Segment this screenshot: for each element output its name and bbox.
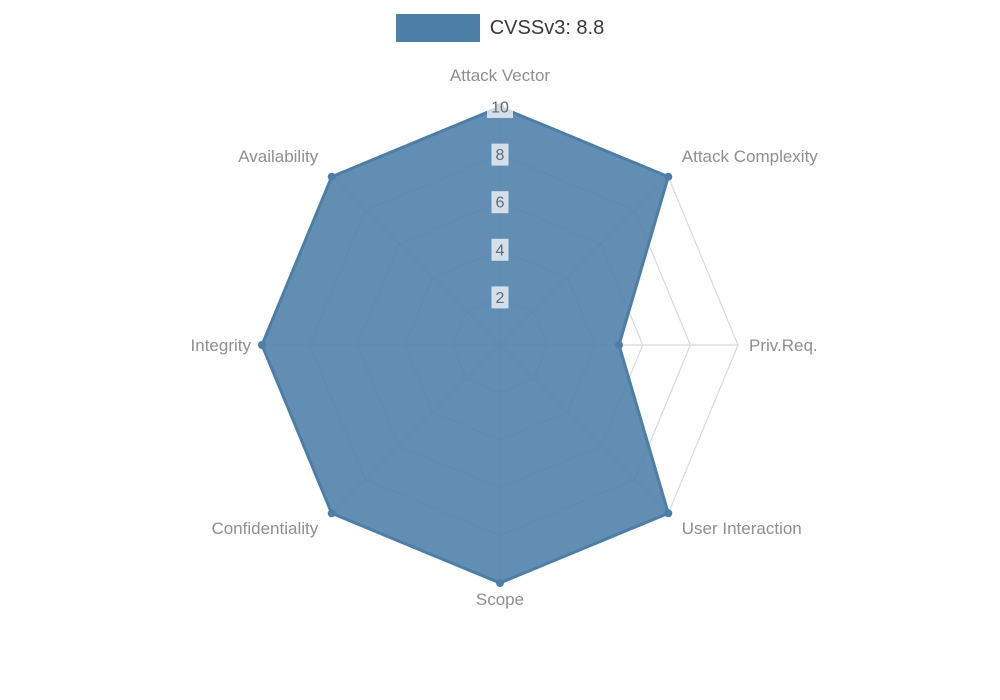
data-point (615, 341, 623, 349)
tick-label: 6 (496, 195, 505, 212)
tick-label: 8 (496, 147, 505, 164)
tick-backdrop (491, 143, 509, 166)
data-point (664, 509, 673, 518)
axis-label: Integrity (191, 336, 252, 355)
data-point (664, 172, 673, 181)
data-point (327, 172, 336, 181)
tick-backdrop (487, 96, 513, 118)
tick-backdrop (491, 286, 509, 309)
legend-item[interactable]: CVSSv3: 8.8 (395, 14, 605, 42)
data-point (496, 579, 504, 587)
data-polygon (260, 105, 670, 585)
axis-label: Attack Complexity (682, 147, 819, 166)
tick-label: 4 (496, 242, 505, 259)
data-point (258, 341, 266, 349)
axis-label: User Interaction (682, 519, 802, 538)
axis-label: Priv.Req. (749, 336, 818, 355)
chart-legend: CVSSv3: 8.8 (0, 14, 1000, 42)
axis-label: Attack Vector (450, 66, 550, 85)
legend-swatch (395, 14, 480, 42)
axis-label: Availability (238, 147, 319, 166)
tick-label: 2 (496, 290, 505, 307)
tick-label: 10 (491, 100, 509, 117)
legend-label: CVSSv3: 8.8 (489, 17, 605, 39)
axis-label: Confidentiality (211, 519, 318, 538)
tick-backdrop (491, 238, 509, 261)
tick-backdrop (491, 191, 509, 214)
data-point (327, 509, 336, 518)
axis-label: Scope (476, 590, 524, 609)
